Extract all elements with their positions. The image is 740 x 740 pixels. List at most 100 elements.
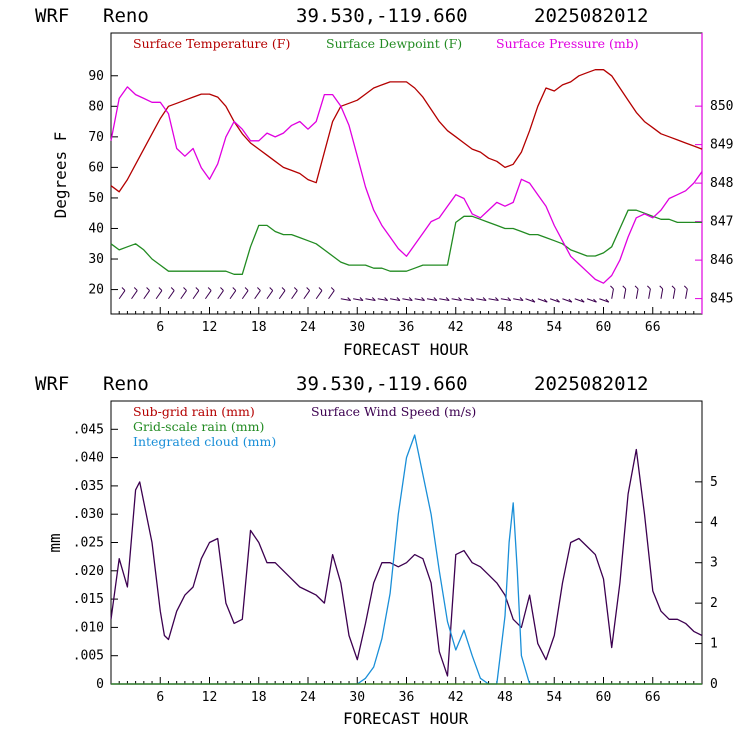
wind-barb	[488, 298, 499, 301]
wind-barb-flag	[347, 297, 352, 301]
wind-barb-flag	[433, 297, 438, 301]
precipitation-panel: WRF Reno 39.530,-119.660 2025082012 Sub-…	[35, 373, 718, 728]
wind-barbs-row	[118, 285, 688, 303]
series-surface-wind-speed-m-s	[110, 448, 703, 677]
y-tick-label: .015	[73, 592, 104, 607]
wind-barb	[685, 288, 688, 299]
wind-barb	[254, 290, 261, 300]
y-tick-label: 50	[88, 191, 104, 206]
y2-tick-label: 848	[710, 176, 733, 191]
y2-tick-label: 849	[710, 138, 733, 153]
wind-barb	[660, 288, 664, 299]
wind-barb	[426, 298, 437, 301]
legend-temperature: Surface Temperature (F)	[133, 36, 290, 51]
wind-barb	[217, 290, 224, 300]
y2-tick-label: 850	[710, 99, 733, 114]
x-tick-label: 6	[156, 690, 164, 705]
y-tick-label: 0	[96, 677, 104, 692]
panel-1-axes: 6 12 18 24 30 36 42 48 54 60 66 20 30 40 50 60 70 80 90 845…	[88, 69, 733, 335]
wind-barb	[513, 298, 524, 301]
x-tick-label: 66	[645, 690, 661, 705]
series-surface-pressure-mb	[110, 86, 703, 284]
wind-barb	[168, 290, 175, 300]
wind-barb-flag	[384, 297, 388, 301]
wind-barb-flag	[659, 285, 664, 290]
y2-tick-label: 846	[710, 253, 733, 268]
y-tick-label: .035	[73, 479, 104, 494]
wind-barb-flag	[470, 297, 475, 301]
wind-barb-flag	[121, 287, 126, 291]
y2-tick-label: 847	[710, 215, 733, 230]
wind-barb	[500, 298, 511, 301]
wind-barb-flag	[359, 297, 364, 301]
wind-barb-flag	[133, 287, 138, 291]
wind-barb	[192, 290, 200, 300]
x-tick-label: 24	[300, 690, 316, 705]
panel-1-station: Reno	[103, 5, 149, 27]
wind-barb-flag	[244, 287, 249, 291]
wind-barb-flag	[183, 287, 187, 291]
y-tick-label: 40	[88, 221, 104, 236]
series-surface-dewpoint-f	[110, 209, 702, 275]
wind-barb-flag	[170, 287, 175, 291]
wind-barb	[353, 298, 364, 301]
wind-barb	[623, 288, 627, 299]
panel-2-series	[110, 434, 703, 685]
wind-barb	[241, 290, 249, 300]
y-tick-label: 30	[88, 252, 104, 267]
x-tick-label: 42	[448, 690, 464, 705]
wind-barb	[414, 298, 425, 301]
wind-barb-flag	[634, 285, 639, 290]
x-tick-label: 12	[202, 690, 218, 705]
wind-barb	[328, 290, 335, 300]
wind-barb-flag	[232, 287, 237, 291]
wind-barb	[635, 288, 639, 299]
legend-gridscale-rain: Grid-scale rain (mm)	[133, 419, 264, 434]
legend-pressure: Surface Pressure (mb)	[496, 36, 639, 51]
wind-barb-flag	[622, 285, 627, 290]
wind-barb	[315, 290, 323, 300]
wind-barb	[131, 290, 138, 300]
wind-barb	[451, 298, 462, 301]
wind-barb	[648, 288, 651, 299]
wind-barb	[340, 298, 351, 301]
wind-barb-flag	[396, 297, 401, 301]
wind-barb	[229, 290, 237, 300]
x-tick-label: 48	[497, 320, 513, 335]
wind-barb	[155, 290, 163, 300]
wind-barb-flag	[556, 298, 560, 303]
y2-tick-label: 845	[710, 292, 733, 307]
wind-barb-flag	[458, 297, 462, 301]
wind-barb	[611, 288, 614, 299]
wind-barb-flag	[195, 287, 200, 291]
wind-barb	[204, 290, 212, 300]
wind-barb-flag	[207, 287, 212, 291]
wind-barb-flag	[519, 297, 524, 301]
y2-tick-label: 3	[710, 556, 718, 571]
y-tick-label: .025	[73, 536, 104, 551]
temperature-panel: WRF Reno 39.530,-119.660 2025082012 Surf…	[35, 5, 733, 359]
wind-barb	[562, 298, 573, 303]
x-tick-label: 18	[251, 320, 267, 335]
wind-barb	[549, 298, 560, 303]
legend-dewpoint: Surface Dewpoint (F)	[326, 36, 462, 51]
panel-2-station: Reno	[103, 373, 149, 395]
x-tick-label: 66	[645, 320, 661, 335]
y-tick-label: .010	[73, 620, 104, 635]
wind-barb-flag	[445, 297, 450, 301]
wind-barb-flag	[647, 285, 651, 290]
wind-barb-flag	[593, 298, 597, 303]
panel-1-coords: 39.530,-119.660	[296, 5, 468, 27]
wind-barb	[278, 290, 286, 300]
wind-barb-flag	[610, 285, 614, 290]
y-tick-label: .005	[73, 649, 104, 664]
x-tick-label: 30	[349, 690, 365, 705]
wind-barb-flag	[318, 287, 323, 291]
panel-2-run: 2025082012	[534, 373, 648, 395]
x-tick-label: 54	[546, 690, 562, 705]
wind-barb-flag	[580, 298, 585, 303]
x-tick-label: 18	[251, 690, 267, 705]
y2-tick-label: 0	[710, 677, 718, 692]
panel-1-x-axis-label: FORECAST HOUR	[343, 340, 469, 359]
wind-barb-flag	[306, 287, 310, 291]
